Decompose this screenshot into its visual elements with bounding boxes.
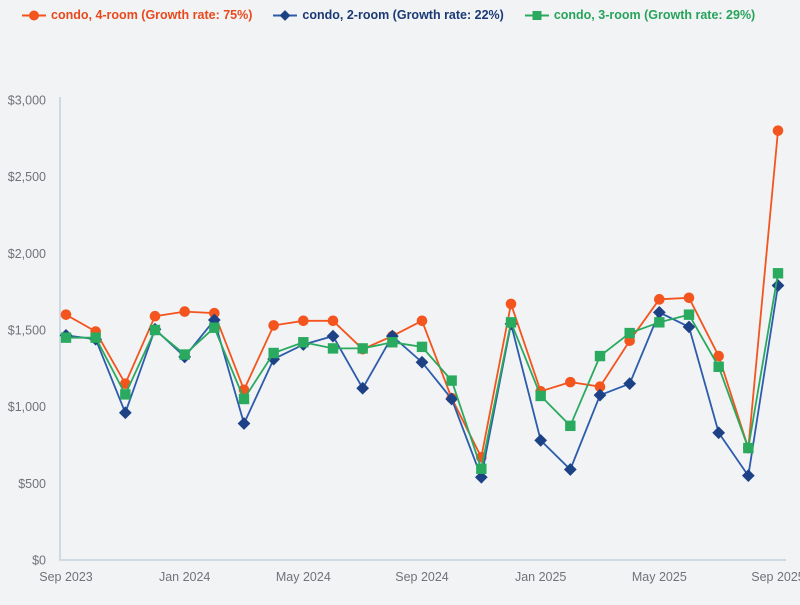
- y-tick-label: $0: [32, 554, 46, 568]
- condo-3-room-point-marker[interactable]: [149, 324, 161, 336]
- condo-2-room-point-marker[interactable]: [593, 388, 607, 402]
- condo-3-room-point-marker[interactable]: [772, 268, 784, 279]
- condo-3-room-point-marker[interactable]: [416, 341, 428, 353]
- condo-4-room-point-marker[interactable]: [327, 315, 339, 327]
- x-tick-label: Sep 2023: [39, 570, 93, 584]
- condo-2-room-point-marker[interactable]: [623, 377, 637, 391]
- condo-3-room-point-marker[interactable]: [298, 337, 309, 348]
- condo-3-room-point-marker[interactable]: [209, 322, 220, 333]
- condo-4-room-point-marker[interactable]: [772, 125, 784, 136]
- diamond-marker-icon: [273, 9, 298, 22]
- condo-3-room-point-marker[interactable]: [327, 343, 339, 354]
- condo-2-room-point-marker[interactable]: [118, 406, 132, 420]
- condo-4-room-point-marker[interactable]: [565, 376, 576, 388]
- condo-4-room-point-marker[interactable]: [505, 298, 517, 310]
- condo-3-room-point-marker[interactable]: [179, 349, 190, 360]
- condo-4-room-point-marker[interactable]: [683, 292, 695, 304]
- y-tick-label: $500: [18, 477, 46, 491]
- condo-3-room-point-marker[interactable]: [387, 337, 398, 348]
- condo-3-room-point-marker[interactable]: [624, 327, 635, 339]
- y-tick-label: $1,000: [8, 400, 46, 414]
- legend-item-condo-3-room[interactable]: condo, 3-room (Growth rate: 29%): [524, 8, 756, 22]
- y-tick-label: $2,000: [8, 247, 46, 261]
- condo-3-room-point-marker[interactable]: [505, 317, 517, 328]
- legend-item-condo-4-room[interactable]: condo, 4-room (Growth rate: 75%): [22, 8, 252, 22]
- condo-4-room-point-marker[interactable]: [654, 294, 665, 305]
- x-tick-label: May 2025: [632, 570, 687, 584]
- condo-3-room-point-marker[interactable]: [594, 350, 606, 362]
- condo-2-room-point-marker[interactable]: [415, 355, 429, 369]
- condo-3-room-point-marker[interactable]: [268, 347, 279, 359]
- condo-3-room-point-marker[interactable]: [238, 393, 250, 405]
- legend-label: condo, 2-room (Growth rate: 22%): [302, 8, 504, 22]
- condo-3-room-point-marker[interactable]: [743, 442, 754, 454]
- square-marker-icon: [524, 9, 549, 22]
- condo-2-room-point-marker[interactable]: [356, 381, 370, 395]
- condo-3-room-point-marker[interactable]: [654, 317, 665, 328]
- condo-3-room-point-marker[interactable]: [476, 463, 487, 474]
- condo-4-room-line: [65, 130, 779, 461]
- x-tick-label: Sep 2025: [751, 570, 800, 584]
- condo-3-room-point-marker[interactable]: [120, 389, 131, 400]
- condo-3-room-point-marker[interactable]: [60, 332, 72, 343]
- x-tick-label: Jan 2024: [159, 570, 210, 584]
- condo-2-room-point-marker[interactable]: [771, 279, 785, 292]
- legend-label: condo, 4-room (Growth rate: 75%): [51, 8, 253, 22]
- x-tick-label: May 2024: [276, 570, 331, 584]
- condo-3-room-point-marker[interactable]: [446, 375, 457, 386]
- y-tick-label: $2,500: [8, 170, 46, 184]
- legend-item-condo-2-room[interactable]: condo, 2-room (Growth rate: 22%): [273, 8, 504, 22]
- condo-3-room-point-marker[interactable]: [535, 390, 546, 402]
- x-tick-label: Sep 2024: [395, 570, 449, 584]
- condo-2-room-point-marker[interactable]: [474, 470, 488, 484]
- x-tick-label: Jan 2025: [515, 570, 566, 584]
- condo-2-room-point-marker[interactable]: [712, 426, 726, 440]
- condo-4-room-point-marker[interactable]: [60, 309, 72, 320]
- condo-4-room-point-marker[interactable]: [713, 350, 724, 362]
- condo-4-room-point-marker[interactable]: [149, 310, 161, 322]
- y-tick-label: $1,500: [8, 324, 46, 338]
- condo-3-room-point-marker[interactable]: [357, 343, 368, 354]
- condo-4-room-point-marker[interactable]: [120, 378, 131, 389]
- legend: condo, 4-room (Growth rate: 75%) condo, …: [22, 8, 790, 22]
- condo-2-room-point-marker[interactable]: [741, 469, 755, 483]
- circle-marker-icon: [22, 9, 46, 22]
- condo-2-room-point-marker[interactable]: [237, 417, 251, 430]
- condo-2-room-point-marker[interactable]: [445, 392, 459, 406]
- condo-4-room-point-marker[interactable]: [594, 381, 606, 393]
- condo-2-room-point-marker[interactable]: [326, 329, 340, 343]
- condo-3-room-point-marker[interactable]: [713, 361, 724, 372]
- condo-4-room-point-marker[interactable]: [298, 315, 309, 327]
- axis-lines: [59, 97, 786, 561]
- condo-4-room-point-marker[interactable]: [179, 306, 190, 317]
- condo-4-room-point-marker[interactable]: [209, 307, 220, 319]
- legend-label: condo, 3-room (Growth rate: 29%): [553, 8, 756, 22]
- condo-2-room-point-marker[interactable]: [652, 306, 666, 319]
- y-tick-label: $3,000: [8, 94, 46, 108]
- condo-3-room-point-marker[interactable]: [683, 309, 695, 320]
- condo-3-room-point-marker[interactable]: [90, 332, 101, 343]
- condo-3-room-point-marker[interactable]: [565, 420, 576, 432]
- condo-4-room-point-marker[interactable]: [416, 315, 428, 327]
- condo-4-room-point-marker[interactable]: [268, 320, 279, 331]
- condo-3-room-line: [66, 273, 779, 473]
